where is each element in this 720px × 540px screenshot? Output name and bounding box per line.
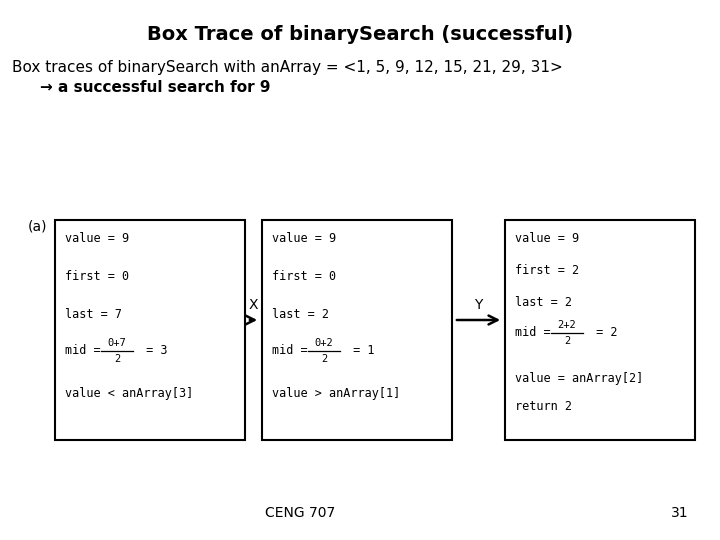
Text: first = 2: first = 2 <box>515 264 579 277</box>
Text: value = 9: value = 9 <box>65 232 129 245</box>
Text: value > anArray[1]: value > anArray[1] <box>272 387 400 400</box>
Text: 2: 2 <box>114 354 120 364</box>
Text: last = 2: last = 2 <box>272 308 329 321</box>
Bar <box>505 220 695 440</box>
Text: → a successful search for 9: → a successful search for 9 <box>40 80 271 95</box>
Text: mid =: mid = <box>65 344 108 357</box>
Text: X: X <box>248 298 258 312</box>
Text: value < anArray[3]: value < anArray[3] <box>65 387 193 400</box>
Text: return 2: return 2 <box>515 400 572 413</box>
Text: = 3: = 3 <box>139 344 168 357</box>
Text: last = 2: last = 2 <box>515 296 572 309</box>
Text: Y: Y <box>474 298 482 312</box>
Text: = 2: = 2 <box>589 326 618 339</box>
Text: CENG 707: CENG 707 <box>265 506 335 520</box>
Text: 2: 2 <box>321 354 327 364</box>
Text: Box traces of binarySearch with anArray = <1, 5, 9, 12, 15, 21, 29, 31>: Box traces of binarySearch with anArray … <box>12 60 563 75</box>
Text: (a): (a) <box>27 220 47 234</box>
Text: mid =: mid = <box>515 326 558 339</box>
Text: Box Trace of binarySearch (successful): Box Trace of binarySearch (successful) <box>147 25 573 44</box>
Text: mid =: mid = <box>272 344 315 357</box>
Text: = 1: = 1 <box>346 344 374 357</box>
Text: first = 0: first = 0 <box>272 270 336 283</box>
Text: value = 9: value = 9 <box>515 232 579 245</box>
Text: 2: 2 <box>564 336 570 346</box>
Text: value = anArray[2]: value = anArray[2] <box>515 372 643 385</box>
Bar <box>262 220 452 440</box>
Text: last = 7: last = 7 <box>65 308 122 321</box>
Text: 2+2: 2+2 <box>557 320 577 330</box>
Bar <box>55 220 245 440</box>
Text: 31: 31 <box>671 506 689 520</box>
Text: 0+7: 0+7 <box>107 338 127 348</box>
Text: 0+2: 0+2 <box>315 338 333 348</box>
Text: first = 0: first = 0 <box>65 270 129 283</box>
Text: value = 9: value = 9 <box>272 232 336 245</box>
